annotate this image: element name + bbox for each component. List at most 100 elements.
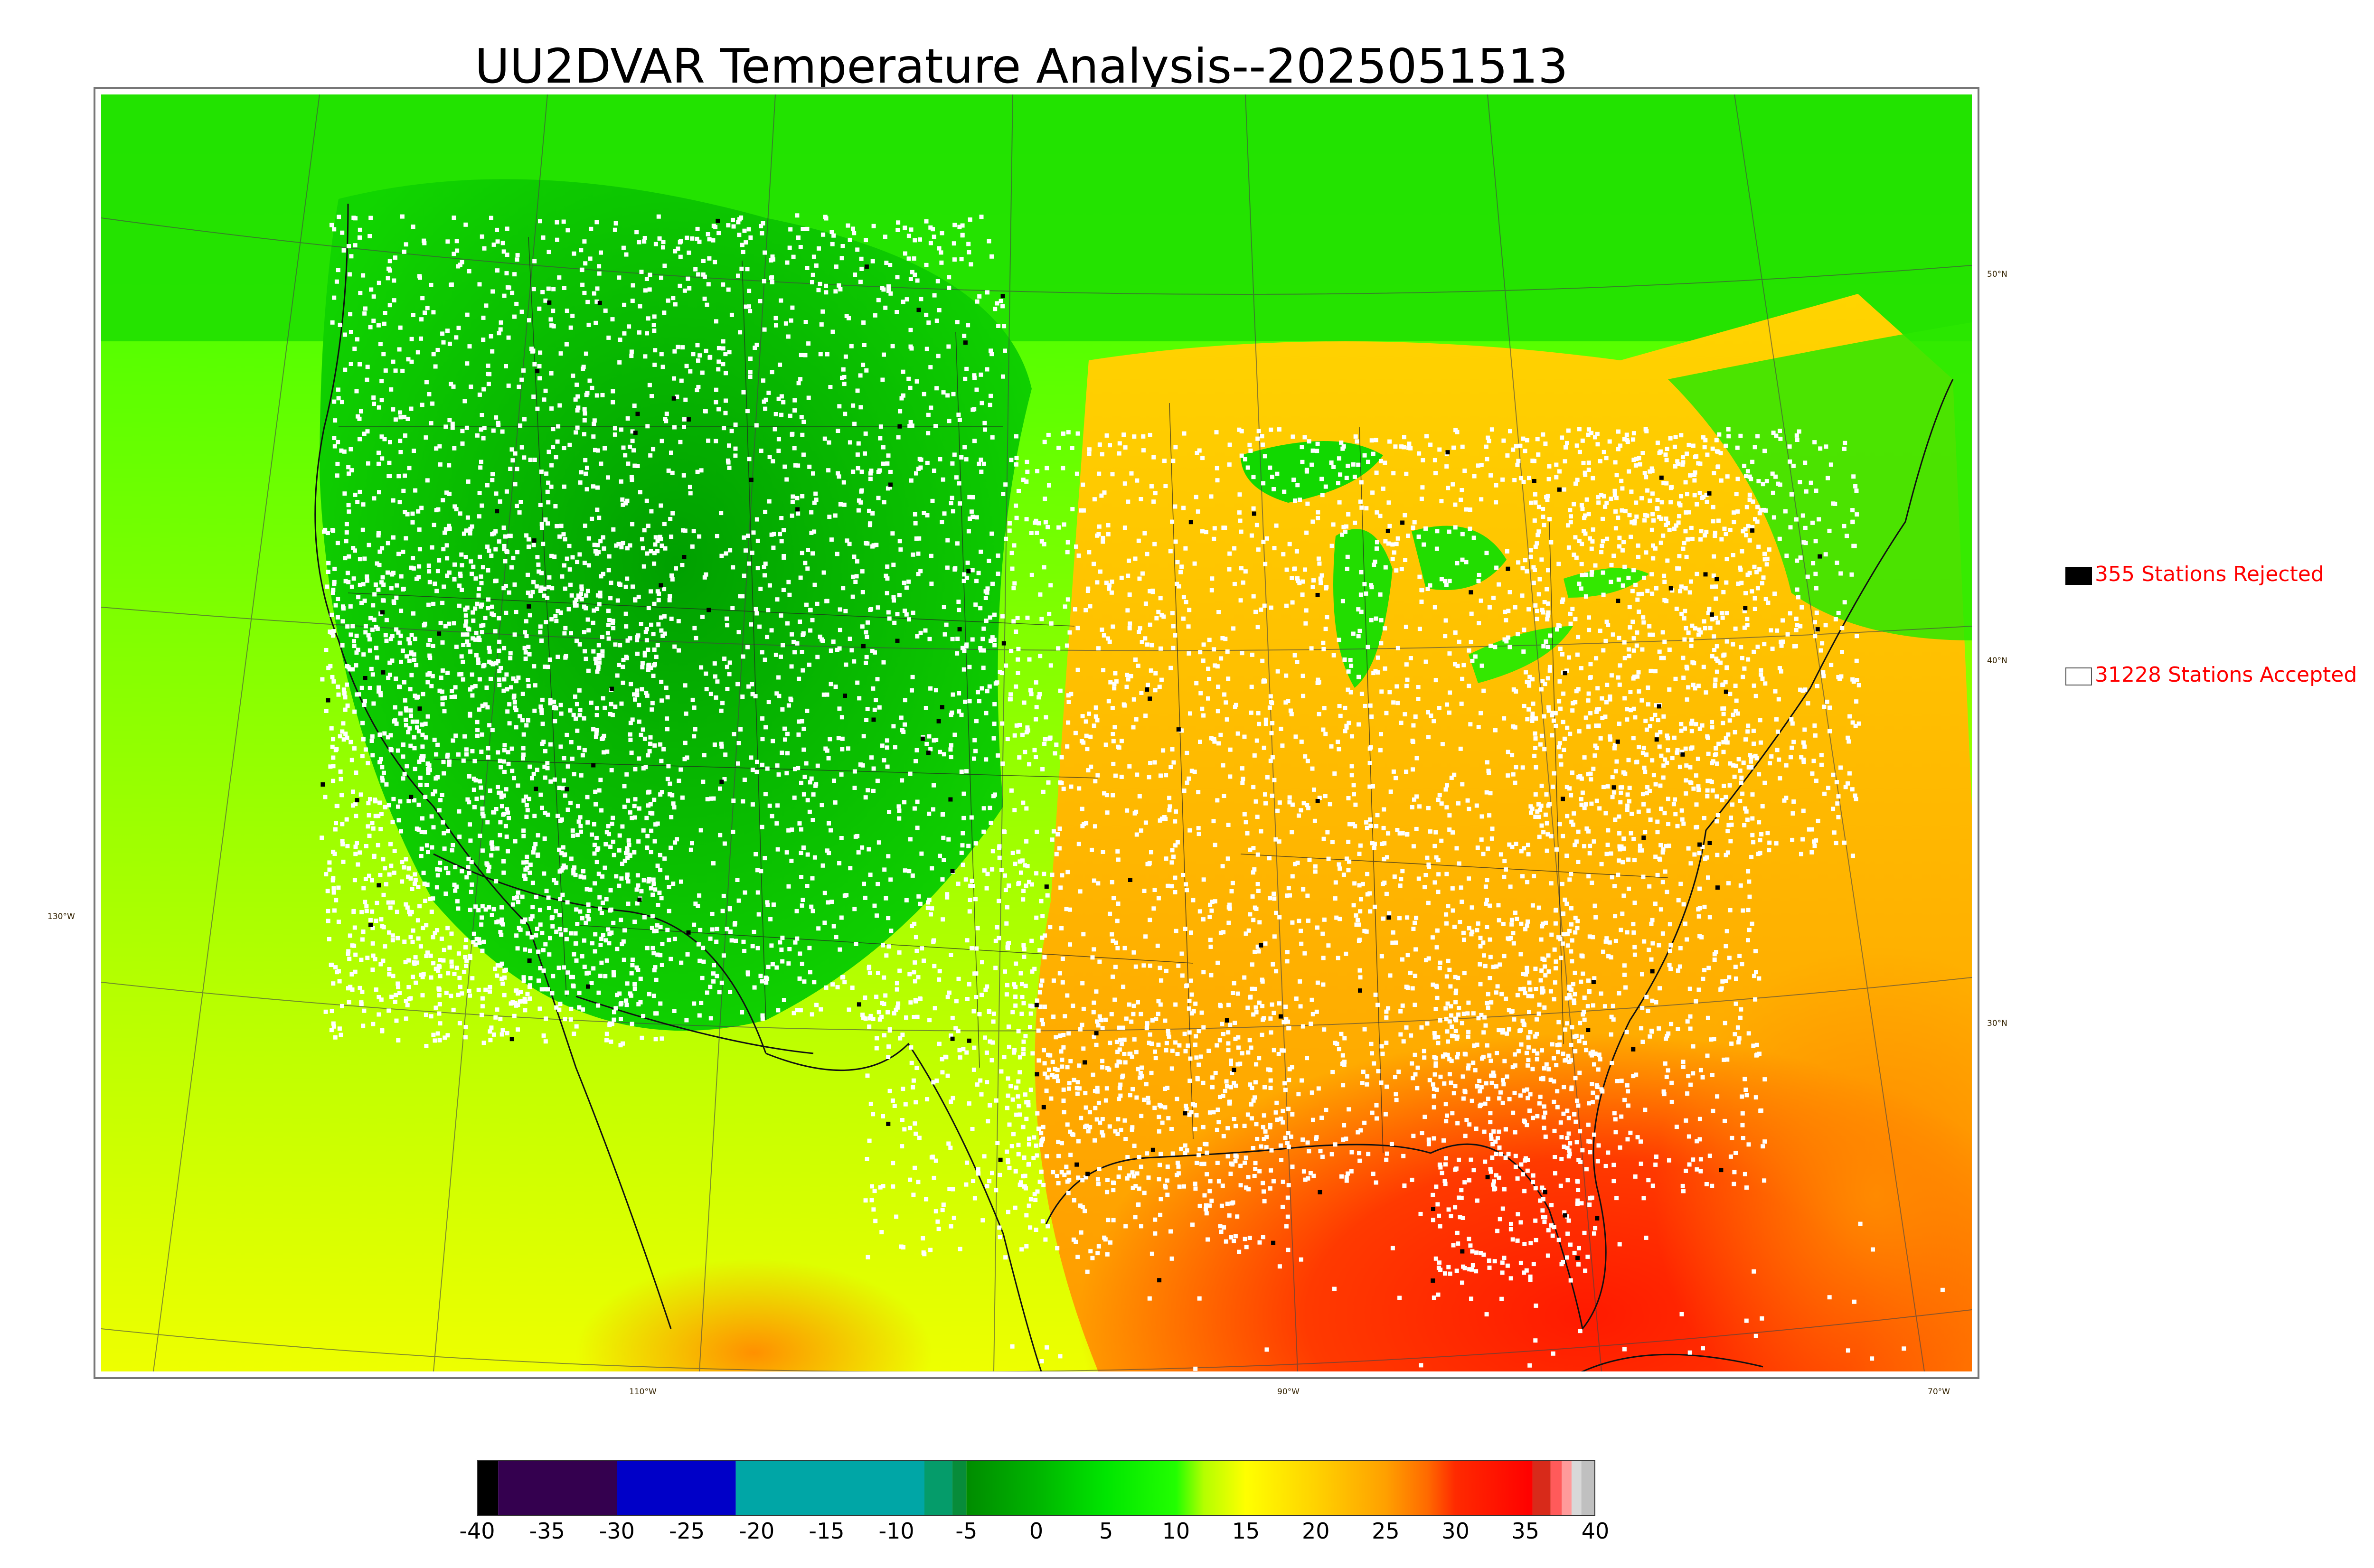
station-dot: [1580, 573, 1584, 578]
station-dot: [1039, 899, 1044, 903]
station-dot: [1017, 723, 1022, 727]
station-dot: [803, 561, 808, 565]
station-dot: [1562, 736, 1567, 741]
station-dot: [1510, 845, 1515, 849]
station-dot: [1181, 616, 1186, 621]
station-dot: [386, 276, 390, 281]
station-dot: [806, 548, 810, 552]
station-dot: [1001, 374, 1005, 379]
station-dot: [1655, 732, 1659, 737]
station-dot: [330, 320, 335, 325]
station-dot: [532, 708, 537, 713]
station-dot: [471, 618, 476, 623]
station-dot: [502, 293, 507, 298]
station-dot: [1366, 1152, 1371, 1156]
station-dot: [1755, 644, 1760, 649]
station-dot: [365, 377, 369, 382]
station-dot: [1034, 680, 1038, 685]
station-dot: [741, 250, 745, 254]
station-dot: [387, 967, 392, 972]
station-dot: [1128, 1093, 1132, 1098]
station-dot: [532, 458, 537, 462]
station-dot: [1571, 982, 1575, 986]
station-dot: [1511, 724, 1516, 729]
station-dot: [481, 814, 486, 818]
station-dot: [1096, 1023, 1101, 1028]
station-dot: [371, 701, 376, 706]
station-dot: [874, 995, 879, 999]
station-dot: [1648, 724, 1652, 729]
station-dot: [1173, 890, 1178, 894]
station-dot: [1567, 655, 1571, 660]
station-dot: [1186, 624, 1191, 629]
station-dot: [334, 279, 339, 284]
station-dot: [1035, 530, 1039, 535]
station-dot: [601, 572, 605, 576]
station-dot: [897, 539, 902, 544]
station-dot: [410, 520, 415, 525]
station-dot: [1446, 904, 1451, 909]
station-dot: [704, 572, 708, 577]
station-dot: [624, 624, 629, 629]
station-dot: [632, 404, 637, 408]
station-dot: [1757, 976, 1762, 981]
station-dot: [1127, 558, 1131, 563]
station-dot: [594, 728, 599, 732]
station-dot: [1650, 998, 1655, 1003]
station-dot: [1391, 769, 1396, 774]
station-dot: [333, 418, 338, 423]
station-dot: [1299, 739, 1304, 744]
station-dot: [801, 227, 805, 231]
station-dot: [824, 985, 829, 990]
station-dot: [855, 559, 859, 564]
station-dot: [354, 770, 358, 775]
station-dot: [370, 967, 375, 972]
station-dot: [347, 471, 351, 476]
station-dot: [1432, 1072, 1437, 1077]
station-dot: [1540, 924, 1545, 929]
station-dot: [598, 778, 603, 782]
station-dot: [715, 974, 719, 978]
station-dot: [1583, 1041, 1587, 1045]
station-dot: [1348, 690, 1353, 695]
station-dot: [402, 414, 406, 419]
station-dot: [419, 506, 424, 510]
station-dot: [984, 886, 989, 891]
station-dot: [1460, 444, 1465, 449]
station-dot: [1667, 844, 1671, 848]
station-dot: [1410, 1061, 1414, 1066]
station-dot: [1242, 734, 1247, 739]
station-dot: [1660, 880, 1665, 884]
station-dot: [606, 609, 611, 613]
station-dot: [375, 561, 379, 566]
station-dot: [510, 458, 515, 463]
station-dot: [1715, 658, 1720, 663]
station-dot: [419, 336, 423, 341]
station-dot: [649, 549, 653, 554]
station-dot: [656, 903, 660, 907]
station-dot: [672, 376, 676, 381]
station-dot: [883, 305, 888, 310]
station-dot: [754, 852, 758, 856]
station-dot: [437, 1002, 442, 1006]
station-dot: [607, 932, 612, 937]
station-dot: [486, 382, 491, 386]
station-dot: [748, 375, 753, 379]
station-dot: [927, 897, 932, 902]
station-dot: [530, 590, 535, 594]
station-dot: [1445, 1029, 1450, 1034]
station-dot: [820, 803, 824, 807]
station-dot: [1628, 1130, 1633, 1135]
station-dot: [916, 551, 921, 556]
station-dot: [1613, 939, 1618, 943]
station-dot: [1141, 434, 1146, 439]
station-dot: [530, 905, 535, 910]
station-dot: [593, 448, 597, 452]
station-dot: [1005, 945, 1010, 950]
station-dot: [929, 582, 934, 586]
station-dot: [800, 903, 804, 908]
station-dot: [542, 593, 546, 598]
station-dot: [452, 621, 456, 626]
station-dot: [872, 903, 877, 908]
station-dot: [888, 469, 893, 474]
